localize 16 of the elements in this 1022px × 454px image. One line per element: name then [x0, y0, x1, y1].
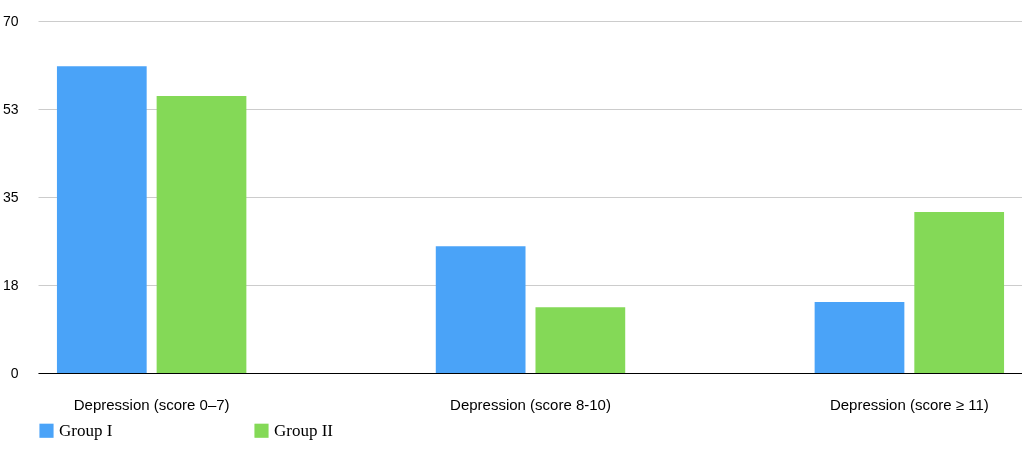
y-tick-label: 35: [2, 188, 19, 205]
bar: [156, 95, 247, 373]
bar: [56, 66, 147, 373]
legend-label: Group II: [274, 420, 334, 440]
y-tick-label: 18: [2, 276, 19, 293]
bar: [914, 212, 1005, 373]
y-tick-label: 0: [10, 364, 19, 381]
x-tick-label: Depression (score ≥ 11): [829, 395, 989, 413]
y-tick-label: 70: [2, 12, 19, 29]
x-tick-label: Depression (score 0–7): [73, 395, 230, 413]
legend-label: Group I: [59, 420, 113, 440]
y-tick-label: 53: [2, 100, 19, 117]
bar: [535, 307, 626, 373]
x-tick-label: Depression (score 8-10): [450, 395, 611, 413]
bar: [435, 246, 526, 373]
bar: [814, 302, 905, 373]
